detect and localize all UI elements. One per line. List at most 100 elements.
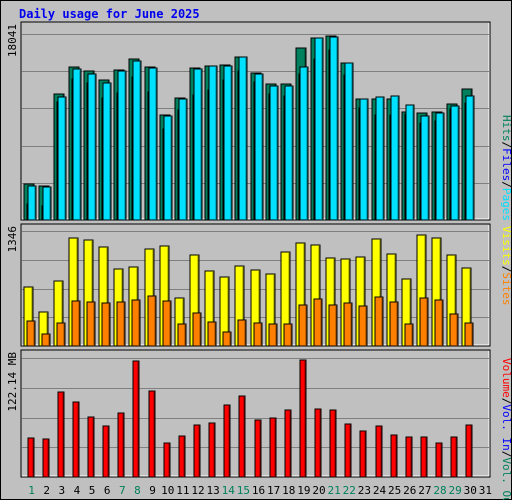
bar-sites-day-28: [434, 299, 444, 347]
bar-pages-day-1: [27, 185, 37, 221]
bar-volume-day-13: [208, 422, 216, 478]
day-label-11: 11: [176, 484, 189, 497]
day-label-28: 28: [433, 484, 446, 497]
legend-separator: /: [500, 451, 512, 458]
bar-volume-day-7: [117, 412, 125, 478]
bar-volume-day-3: [57, 391, 65, 478]
bar-sites-day-6: [101, 302, 111, 347]
bar-pages-day-10: [163, 115, 173, 221]
bar-sites-day-5: [86, 301, 96, 347]
bar-volume-day-25: [390, 434, 398, 478]
bar-sites-day-1: [26, 320, 36, 347]
day-label-25: 25: [388, 484, 401, 497]
bar-volume-day-5: [87, 416, 95, 478]
day-label-14: 14: [222, 484, 236, 497]
legend-separator: /: [500, 398, 512, 405]
bar-sites-day-4: [71, 300, 81, 347]
bar-sites-day-16: [253, 322, 263, 347]
bar-volume-day-26: [405, 436, 413, 478]
bar-pages-day-11: [178, 98, 188, 221]
bar-volume-day-18: [284, 409, 292, 478]
bar-pages-day-21: [329, 36, 339, 221]
legend-vol-in: Vol. In: [500, 404, 512, 450]
bar-sites-day-24: [374, 296, 384, 347]
panel-visits-sites: 1346: [6, 223, 491, 347]
day-label-29: 29: [449, 484, 462, 497]
bar-pages-day-3: [57, 96, 67, 221]
panel-hits-files-pages: 18041: [6, 21, 491, 221]
day-label-10: 10: [161, 484, 174, 497]
panel-kbytes: 122.14 MB: [6, 349, 491, 478]
bar-volume-day-19: [299, 359, 307, 478]
bar-sites-day-18: [283, 323, 293, 347]
day-label-7: 7: [119, 484, 126, 497]
bar-sites-day-25: [389, 301, 399, 347]
y-axis-max-label: 18041: [6, 24, 19, 57]
bar-volume-day-17: [269, 417, 277, 478]
day-label-21: 21: [328, 484, 341, 497]
day-label-8: 8: [134, 484, 141, 497]
day-label-23: 23: [358, 484, 371, 497]
bar-sites-day-11: [177, 323, 187, 347]
bar-sites-day-26: [404, 323, 414, 347]
bar-pages-day-26: [405, 104, 415, 221]
bar-volume-day-20: [314, 408, 322, 478]
legend-sites: Sites: [500, 272, 512, 305]
bar-volume-day-11: [178, 435, 186, 478]
day-label-24: 24: [373, 484, 387, 497]
bar-pages-day-9: [148, 67, 158, 221]
bar-pages-day-12: [193, 68, 203, 221]
bar-volume-day-9: [148, 390, 156, 478]
bar-pages-day-19: [299, 66, 309, 221]
bar-pages-day-24: [375, 96, 385, 221]
bar-pages-day-20: [314, 37, 324, 221]
bar-sites-day-27: [419, 297, 429, 347]
bar-sites-day-30: [464, 322, 474, 347]
legend-visits: Visits: [500, 226, 512, 266]
bar-sites-day-10: [162, 300, 172, 347]
day-label-1: 1: [28, 484, 35, 497]
bar-volume-day-12: [193, 424, 201, 478]
bar-volume-day-16: [254, 419, 262, 478]
chart-title: Daily usage for June 2025: [19, 7, 200, 21]
bar-sites-day-19: [298, 304, 308, 347]
bar-volume-day-30: [465, 424, 473, 478]
day-label-18: 18: [282, 484, 295, 497]
day-label-20: 20: [312, 484, 325, 497]
bar-pages-day-29: [450, 105, 460, 221]
bar-pages-day-27: [420, 115, 430, 221]
bar-sites-day-2: [41, 333, 51, 347]
bar-pages-day-25: [390, 95, 400, 221]
bar-sites-day-8: [131, 299, 141, 347]
legend-pages: Pages: [500, 188, 512, 221]
day-label-12: 12: [191, 484, 204, 497]
bar-pages-day-8: [132, 60, 142, 221]
bar-sites-day-9: [147, 295, 157, 347]
legend-volume: Volume/Vol. In/Vol. Out: [500, 358, 512, 500]
day-label-4: 4: [74, 484, 81, 497]
day-label-31: 31: [479, 484, 492, 497]
y-axis-max-label: 1346: [6, 226, 19, 253]
bar-pages-day-14: [223, 65, 233, 221]
day-label-6: 6: [104, 484, 111, 497]
day-label-17: 17: [267, 484, 280, 497]
bar-sites-day-29: [449, 313, 459, 347]
bar-pages-day-16: [254, 73, 264, 221]
bar-volume-day-22: [344, 423, 352, 478]
day-label-13: 13: [206, 484, 219, 497]
bar-pages-day-30: [465, 95, 475, 221]
bar-volume-day-8: [132, 360, 140, 478]
y-axis-max-label: 122.14 MB: [6, 352, 19, 412]
bar-pages-day-23: [359, 98, 369, 221]
legend-separator: /: [500, 142, 512, 149]
day-label-15: 15: [237, 484, 250, 497]
legend-vol-out: Vol. Out: [500, 457, 512, 500]
bar-volume-day-29: [450, 436, 458, 478]
bar-volume-day-6: [102, 425, 110, 478]
legend-separator: /: [500, 266, 512, 273]
bar-sites-day-14: [222, 331, 232, 347]
day-label-9: 9: [149, 484, 156, 497]
bar-sites-day-22: [343, 302, 353, 347]
